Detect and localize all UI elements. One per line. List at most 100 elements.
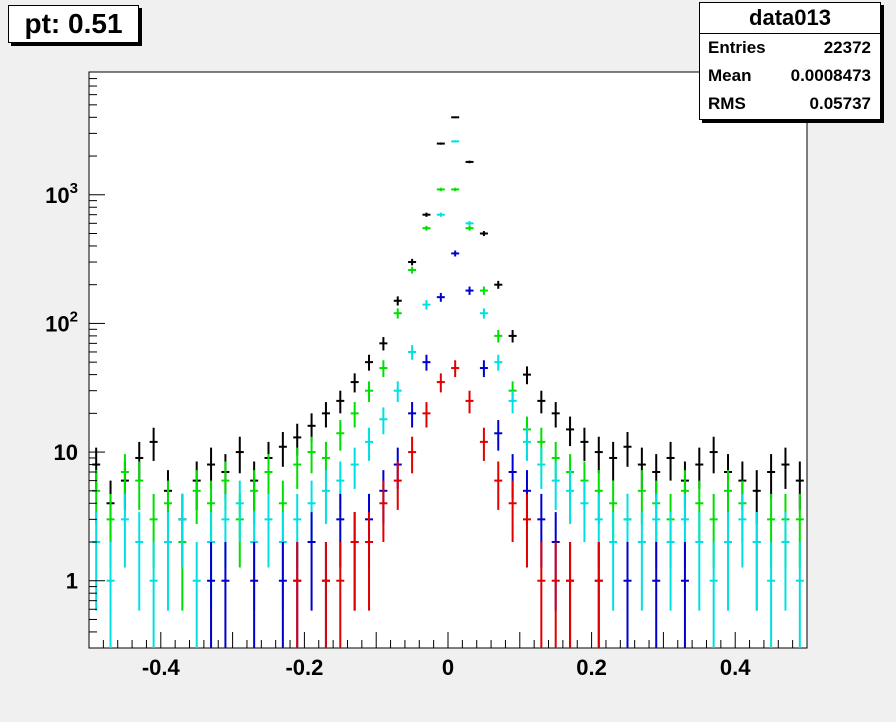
data-point [494,280,503,289]
data-point [422,225,431,231]
data-point [436,292,445,302]
y-tick-label: 103 [45,180,78,208]
data-point [609,441,618,481]
data-point [781,512,790,611]
x-tick-label: 0.2 [576,655,607,680]
stats-value: 0.05737 [809,94,871,113]
data-point [609,512,618,611]
data-point [465,221,474,226]
data-point [451,187,460,192]
data-point [422,300,431,310]
data-point [767,542,776,648]
data-point [795,542,804,648]
data-point [336,390,345,414]
x-tick-label: -0.4 [142,655,181,680]
data-point [767,454,776,499]
data-point [637,512,646,611]
data-point [752,512,761,611]
data-markers [92,116,804,648]
data-point [192,542,201,648]
data-point [336,542,345,648]
data-point [422,402,431,428]
stats-key: Mean [708,66,752,85]
data-point [537,390,546,414]
data-point [393,461,402,510]
data-point [163,512,172,611]
data-point [135,512,144,611]
data-point [365,512,374,611]
data-point [508,480,517,543]
data-point [537,447,546,489]
data-point [522,427,531,461]
plot-title-box: pt: 0.51 [8,5,139,43]
data-point [264,493,273,568]
data-point [250,542,259,648]
data-point [393,381,402,402]
stats-name: data013 [700,3,880,34]
data-point [235,436,244,474]
data-point [680,542,689,648]
data-point [350,373,359,393]
data-point [436,187,445,192]
data-point [465,286,474,295]
stats-key: RMS [708,94,746,113]
data-point [135,461,144,510]
data-point [494,461,503,510]
data-point [494,329,503,343]
x-tick-label: 0.4 [720,655,751,680]
data-point [451,250,460,257]
data-point [293,447,302,489]
data-point [479,308,488,319]
data-point [321,402,330,428]
data-point [566,470,575,524]
data-point [781,447,790,489]
data-point [451,116,460,119]
data-point [623,432,632,467]
data-point [408,266,417,274]
data-point [307,512,316,611]
data-point [379,480,388,543]
data-point [365,427,374,461]
data-point [451,360,460,378]
data-point [566,416,575,447]
data-point [120,454,129,499]
data-point [321,542,330,648]
stats-row-entries: Entries 22372 [700,34,880,62]
stats-value: 0.0008473 [790,66,871,85]
y-tick-label: 102 [45,308,78,336]
data-point [207,542,216,648]
data-point [580,427,589,461]
data-point [293,542,302,648]
data-point [436,142,445,145]
x-tick-label: -0.2 [285,655,323,680]
stats-row-mean: Mean 0.0008473 [700,62,880,90]
data-point [594,542,603,648]
data-point [522,493,531,568]
data-point [350,447,359,489]
data-point [494,420,503,451]
data-point [408,345,417,360]
data-point [365,354,374,371]
data-point [350,402,359,428]
data-point [379,407,388,435]
y-tick-label: 1 [66,569,78,594]
data-point [724,512,733,611]
data-point [120,493,129,568]
x-tick-label: 0 [442,655,454,680]
data-point [436,212,445,217]
data-point [508,329,517,343]
data-point [479,231,488,237]
data-point [264,454,273,499]
data-point [178,493,187,568]
data-point [551,402,560,428]
data-point [149,427,158,461]
data-point [479,427,488,461]
data-point [336,420,345,451]
data-point [235,480,244,543]
data-point [408,402,417,428]
data-point [307,436,316,474]
data-point [379,337,388,351]
data-point [436,373,445,393]
data-point [379,360,388,378]
data-point [479,286,488,295]
